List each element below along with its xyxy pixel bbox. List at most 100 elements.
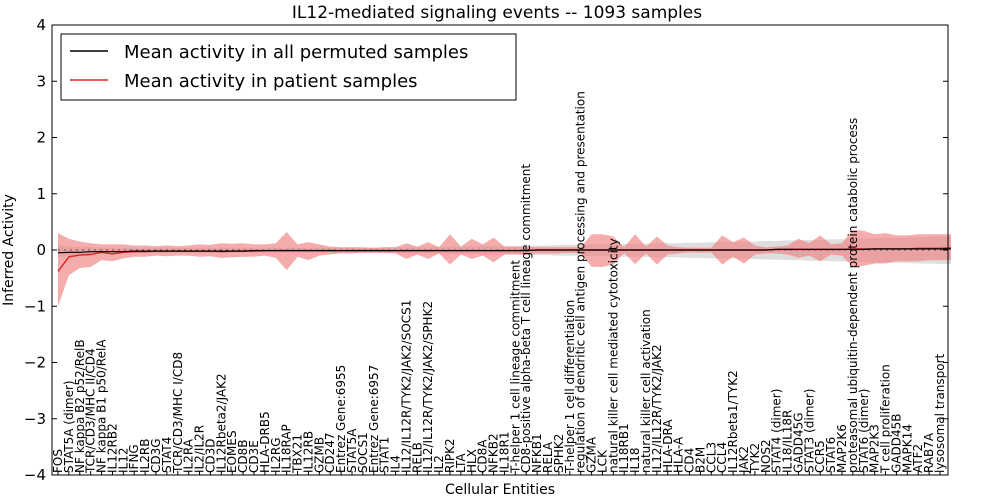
x-tick-label: T-helper 1 cell differentiation	[563, 300, 577, 474]
x-tick-label: IL12RB2	[105, 423, 119, 473]
x-tick-label: GZMA	[585, 436, 599, 473]
x-tick-label: NF kappa B2 p52/RelB	[73, 339, 87, 473]
x-tick-label: STAT4 (dimer)	[770, 389, 784, 473]
x-tick-label: STAT3 (dimer)	[802, 389, 816, 473]
x-tick-label: JAK2	[737, 446, 751, 474]
legend-box	[60, 33, 517, 101]
plot-frame	[51, 24, 949, 476]
x-tick-label: natural killer cell mediated cytotoxicit…	[606, 238, 620, 473]
x-tick-label: MAPK14	[900, 424, 914, 473]
x-tick-label: STAT4	[160, 437, 174, 473]
x-tick-label: RELB	[410, 442, 424, 473]
y-tick-label: −2	[24, 354, 46, 372]
y-tick-label: −1	[24, 297, 46, 315]
x-tick-label: TYK2	[748, 443, 762, 474]
x-tick-label: Entrez Gene:6955	[334, 365, 348, 473]
y-tick-label: 0	[36, 241, 46, 259]
x-tick-label: NFKB1	[530, 433, 544, 473]
x-tick-label: IL12Rbeta2/JAK2	[214, 373, 228, 473]
x-tick-label: IL18	[628, 448, 642, 474]
x-tick-label: SOCS1	[356, 432, 370, 473]
x-tick-label: TBX21	[291, 434, 305, 474]
x-tick-label: CD8B	[236, 440, 250, 474]
x-tick-label: CD3E	[247, 440, 261, 473]
x-tick-label: NOS2	[759, 439, 773, 473]
x-tick-label: IL2RG	[269, 438, 283, 474]
y-axis-label: Inferred Activity	[1, 194, 17, 306]
y-tick-label: 4	[36, 16, 46, 34]
permuted-mean-line	[57, 248, 951, 254]
x-tick-label: GZMB	[312, 437, 326, 473]
x-tick-label: MAP2K3	[868, 424, 882, 473]
x-tick-label: lysosomal transport	[933, 353, 947, 473]
x-tick-label: IL12Rbeta1/TYK2	[726, 370, 740, 473]
x-tick-label: T cell proliferation	[879, 364, 893, 474]
x-tick-label: ATF2	[911, 444, 925, 473]
x-tick-label: STAT5A (dimer)	[62, 380, 76, 473]
x-tick-label: B2M	[693, 447, 707, 473]
x-tick-label: HLA-DRB5	[258, 411, 272, 473]
x-tick-label: LTA	[454, 453, 468, 473]
x-tick-label: LCK	[595, 449, 609, 473]
y-tick-label: 3	[36, 72, 46, 90]
x-tick-label: STAT6 (dimer)	[857, 389, 871, 473]
x-tick-label: HLX	[465, 449, 479, 473]
x-tick-label: RAB7A	[922, 432, 936, 473]
x-tick-label: STAT6	[824, 437, 838, 473]
x-tick-label: FOS	[51, 449, 65, 473]
x-tick-label: IL2RA	[182, 438, 196, 473]
x-tick-label: IFNG	[127, 444, 141, 473]
x-tick-label: NF kappa B1 p50/RelA	[95, 339, 109, 473]
x-tick-label: RIPK2	[443, 438, 457, 473]
x-tick-label: proteasomal ubiquitin-dependent protein …	[846, 118, 860, 473]
y-tick-label: −3	[24, 410, 46, 428]
x-tick-label: SPHK2	[552, 434, 566, 473]
x-tick-label: regulation of dendritic cell antigen pro…	[574, 91, 588, 473]
x-tick-label: IL18/IL18R	[781, 410, 795, 473]
legend-label: Mean activity in patient samples	[124, 71, 418, 92]
legend-label: Mean activity in all permuted samples	[124, 42, 468, 63]
x-tick-label: IL18RAP	[280, 424, 294, 473]
x-tick-label: CCL4	[715, 442, 729, 473]
x-tick-label: CD3G	[149, 438, 163, 473]
x-tick-label: TCR/CD3/MHC II/CD4	[84, 348, 98, 474]
x-tick-label: NFKB2	[487, 433, 501, 473]
band-layer	[58, 229, 951, 307]
x-tick-label: IL12RB	[301, 431, 315, 473]
x-tick-label: IL12/IL12R/TYK2/JAK2	[650, 344, 664, 473]
x-tick-label: MAP2K6	[835, 424, 849, 473]
y-tick-label: 2	[36, 129, 46, 147]
legend: Mean activity in all permuted samples Mea…	[60, 33, 517, 101]
x-tick-label: IL12/IL12R/TYK2/JAK2/SOCS1	[399, 300, 413, 473]
x-tick-label: CCL3	[704, 442, 718, 473]
x-tick-label: IL12/IL12R/TYK2/JAK2/SPHK2	[421, 301, 435, 473]
x-tick-label: GADD45B	[889, 414, 903, 474]
x-tick-label: IL4	[389, 455, 403, 473]
x-tick-label: IL2/IL2R	[193, 425, 207, 473]
x-tick-label: IL18R1	[497, 432, 511, 473]
x-tick-label: CD247	[323, 432, 337, 473]
x-tick-label: IL12	[116, 448, 130, 474]
x-tick-label: STAT1	[378, 437, 392, 473]
x-tick-label: natural killer cell activation	[639, 309, 653, 473]
x-tick-label: IL18RB1	[617, 423, 631, 473]
x-tick-label: EOMES	[225, 430, 239, 473]
y-tick-label: 1	[36, 185, 46, 203]
x-tick-label: STAT5A	[345, 428, 359, 473]
x-tick-label: TCR/CD3/MHC I/CD8	[171, 352, 185, 474]
x-tick-label: RELA	[541, 441, 555, 473]
x-tick-label: HLA-DRA	[661, 419, 675, 473]
patient-band	[58, 229, 951, 307]
x-tick-label: HLA-A	[672, 436, 686, 473]
y-tick-label: −4	[24, 466, 46, 484]
x-tick-label: CD8-positive alpha-beta T cell lineage c…	[519, 164, 533, 473]
x-tick-label: Entrez Gene:6957	[367, 365, 381, 473]
x-tick-label: CD3D	[203, 439, 217, 474]
series-layer	[57, 247, 951, 272]
chart-title: IL12-mediated signaling events -- 1093 s…	[292, 3, 702, 23]
x-tick-label: CCR5	[813, 440, 827, 473]
x-tick-label: GADD45G	[791, 412, 805, 473]
x-axis-label: Cellular Entities	[445, 482, 555, 498]
